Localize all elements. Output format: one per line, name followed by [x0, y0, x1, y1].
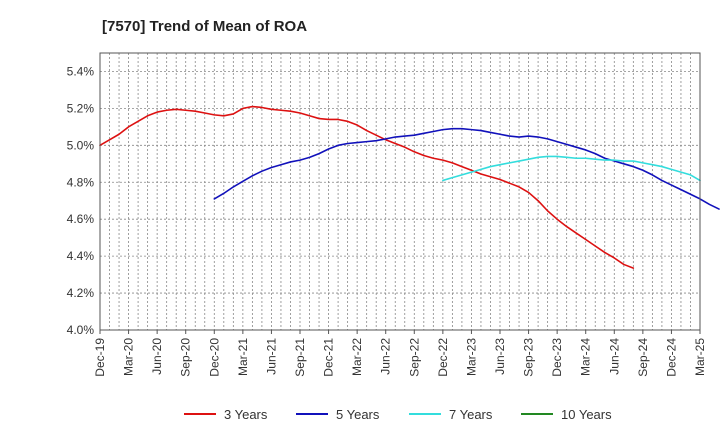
y-tick-label: 4.6% [67, 212, 95, 226]
y-tick-label: 4.2% [67, 286, 95, 300]
legend-label: 3 Years [224, 407, 268, 422]
x-tick-label: Sep-24 [636, 338, 650, 377]
y-tick-label: 5.2% [67, 101, 95, 115]
x-tick-label: Dec-21 [322, 338, 336, 377]
plot-frame [99, 52, 701, 331]
legend-label: 10 Years [561, 407, 612, 422]
legend-label: 7 Years [449, 407, 493, 422]
x-tick-label: Mar-24 [579, 338, 593, 376]
y-tick-label: 4.4% [67, 249, 95, 263]
series-lines [99, 105, 720, 269]
x-tick-label: Dec-24 [664, 338, 678, 377]
x-tick-label: Jun-22 [379, 338, 393, 375]
x-tick-label: Mar-20 [122, 338, 136, 376]
x-tick-label: Mar-22 [350, 338, 364, 376]
gridlines [99, 53, 701, 331]
legend: 3 Years 5 Years 7 Years 10 Years [184, 407, 612, 422]
x-tick-label: Jun-24 [607, 338, 621, 375]
chart-title: [7570] Trend of Mean of ROA [102, 18, 307, 35]
series-line-5-years [213, 127, 720, 210]
x-tick-label: Jun-20 [150, 338, 164, 375]
x-tick-label: Sep-23 [522, 338, 536, 377]
x-tick-label: Dec-22 [436, 338, 450, 377]
legend-label: 5 Years [336, 407, 380, 422]
x-tick-label: Sep-22 [407, 338, 421, 377]
series-line-7-years [442, 155, 701, 182]
x-tick-label: Jun-21 [264, 338, 278, 375]
x-tick-label: Dec-19 [93, 338, 107, 377]
x-axis-ticks: Dec-19 Mar-20 Jun-20 Sep-20 Dec-20 Mar-21 Jun-… [93, 330, 707, 377]
x-tick-label: Mar-21 [236, 338, 250, 376]
y-axis-ticks: 4.0% 4.2% 4.4% 4.6% 4.8% 5.0% 5.2% 5.4% [67, 64, 95, 337]
x-tick-label: Mar-25 [693, 338, 707, 376]
y-tick-label: 5.4% [67, 64, 95, 78]
y-tick-label: 4.8% [67, 175, 95, 189]
x-tick-label: Mar-23 [464, 338, 478, 376]
x-tick-label: Sep-21 [293, 338, 307, 377]
y-tick-label: 4.0% [67, 323, 95, 337]
series-line-3-years [99, 105, 635, 269]
x-tick-label: Sep-20 [179, 338, 193, 377]
x-tick-label: Jun-23 [493, 338, 507, 375]
y-tick-label: 5.0% [67, 138, 95, 152]
x-tick-label: Dec-20 [207, 338, 221, 377]
x-tick-label: Dec-23 [550, 338, 564, 377]
